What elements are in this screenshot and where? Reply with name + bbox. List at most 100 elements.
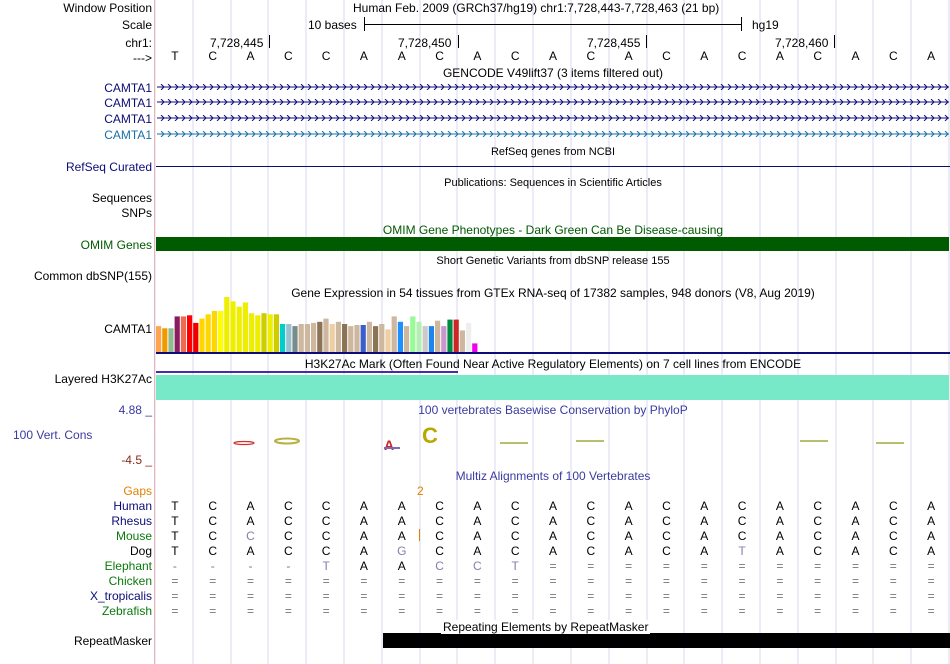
position-tick-mark [834, 35, 835, 48]
gencode-transcript[interactable] [157, 115, 949, 121]
aligned-base: = [209, 574, 217, 588]
h3k27ac-signal[interactable] [156, 375, 949, 400]
aligned-base: C [246, 529, 255, 543]
scale-text: 10 bases [308, 18, 357, 32]
gtex-tissue-bar [453, 319, 459, 352]
aligned-base: C [283, 514, 293, 528]
refseq-gene-line[interactable] [156, 166, 950, 167]
gtex-tissue-bar [242, 302, 248, 352]
aligned-base: = [700, 604, 708, 618]
species-label[interactable]: Mouse [115, 529, 152, 543]
dna-base: C [435, 49, 444, 63]
gencode-transcript[interactable] [157, 84, 949, 90]
refseq-track-label[interactable]: RefSeq Curated [65, 160, 152, 174]
cons-logo-plot: A C [233, 423, 904, 453]
species-label[interactable]: Elephant [104, 559, 152, 573]
gtex-tissue-bar [211, 311, 217, 352]
aligned-base: A [775, 499, 784, 513]
aligned-base: = [662, 589, 670, 603]
gtex-tissue-bar [373, 326, 379, 352]
aligned-base: A [851, 529, 860, 543]
aligned-base: C [586, 499, 596, 513]
aligned-base: = [247, 604, 255, 618]
cons-mark [274, 437, 300, 445]
gencode-item-label[interactable]: CAMTA1 [104, 81, 152, 95]
species-label[interactable]: Zebrafish [101, 604, 152, 618]
dna-base: C [662, 49, 671, 63]
aligned-base: = [927, 574, 935, 588]
species-label[interactable]: Rhesus [111, 514, 152, 528]
strand-arrow-label[interactable]: ---> [133, 51, 152, 65]
gtex-tissue-bar [416, 321, 422, 352]
aligned-base: C [283, 529, 293, 543]
species-label[interactable]: Dog [129, 544, 152, 558]
aligned-base: = [549, 574, 557, 588]
repeatmasker-track-title: Repeating Elements by RepeatMasker [441, 620, 651, 634]
aligned-base: = [889, 574, 897, 588]
gencode-transcript[interactable] [157, 99, 949, 105]
repeatmasker-element[interactable] [383, 633, 950, 648]
aligned-base: A [246, 544, 255, 558]
insertion-marker [419, 529, 420, 541]
aligned-base: C [813, 544, 822, 558]
gencode-item-label[interactable]: CAMTA1 [104, 96, 152, 110]
omim-gene-bar[interactable] [156, 237, 949, 251]
gencode-item-label[interactable]: CAMTA1 [104, 112, 152, 126]
gencode-transcript[interactable] [157, 131, 949, 137]
gtex-tissue-bar [286, 324, 292, 352]
aligned-base: A [397, 529, 406, 543]
species-label[interactable]: X_tropicalis [89, 589, 152, 603]
gtex-tissue-bar [329, 324, 335, 352]
aligned-base: C [662, 499, 671, 513]
dbsnp-track-label[interactable]: Common dbSNP(155) [33, 269, 152, 283]
gtex-tissue-bar [298, 324, 304, 352]
gtex-track-label[interactable]: CAMTA1 [104, 322, 152, 336]
aligned-base: A [927, 514, 936, 528]
omim-track-label[interactable]: OMIM Genes [80, 238, 152, 252]
aligned-base: A [548, 529, 557, 543]
gtex-tissue-bar [218, 311, 224, 352]
repeatmasker-track-label[interactable]: RepeatMasker [73, 634, 152, 648]
gencode-item-label[interactable]: CAMTA1 [104, 128, 152, 142]
position-tick: 7,728,445 [210, 36, 264, 50]
aligned-base: C [888, 514, 898, 528]
publications-track-title: Publications: Sequences in Scientific Ar… [444, 177, 662, 189]
gtex-tissue-bar [255, 315, 261, 352]
snps-track-label[interactable]: SNPs [121, 206, 152, 220]
aligned-base: C [473, 559, 482, 573]
aligned-base: A [851, 499, 860, 513]
aligned-base: = [889, 604, 897, 618]
gtex-tissue-bar [466, 322, 472, 352]
dna-base: A [473, 49, 482, 63]
publications-track-label[interactable]: Sequences [91, 191, 152, 205]
h3k27ac-track-label[interactable]: Layered H3K27Ac [54, 372, 152, 386]
gencode-track-title: GENCODE V49lift37 (3 items filtered out) [442, 66, 664, 80]
aligned-base: A [851, 544, 860, 558]
aligned-base: = [662, 559, 670, 573]
aligned-base: = [284, 604, 292, 618]
species-label[interactable]: Chicken [108, 574, 152, 588]
species-alignment-row: = = = = = = = = = = = = = = = = = = = = = [156, 574, 950, 588]
gtex-tissue-bar [354, 325, 360, 352]
position-tick: 7,728,460 [775, 36, 829, 50]
gtex-tissue-bar [410, 316, 416, 352]
cons-track-label[interactable]: 100 Vert. Cons [13, 428, 93, 442]
gtex-tissue-bar [267, 314, 273, 352]
species-alignment-row: = = = = = = = = = = = = = = = = = = = = = [156, 589, 950, 603]
species-label[interactable]: Human [113, 499, 152, 513]
gtex-tissue-bar [404, 326, 410, 352]
gtex-tissue-bar [360, 325, 366, 352]
gaps-label[interactable]: Gaps [123, 484, 152, 498]
aligned-base: A [397, 559, 406, 573]
aligned-base: = [247, 574, 255, 588]
h3k27ac-track-title: H3K27Ac Mark (Often Found Near Active Re… [304, 357, 802, 371]
aligned-base: = [587, 574, 595, 588]
aligned-base: = [398, 574, 406, 588]
dna-base: A [548, 49, 557, 63]
gtex-expression-chart[interactable] [156, 297, 536, 353]
aligned-base: = [851, 604, 859, 618]
aligned-base: C [510, 544, 520, 558]
